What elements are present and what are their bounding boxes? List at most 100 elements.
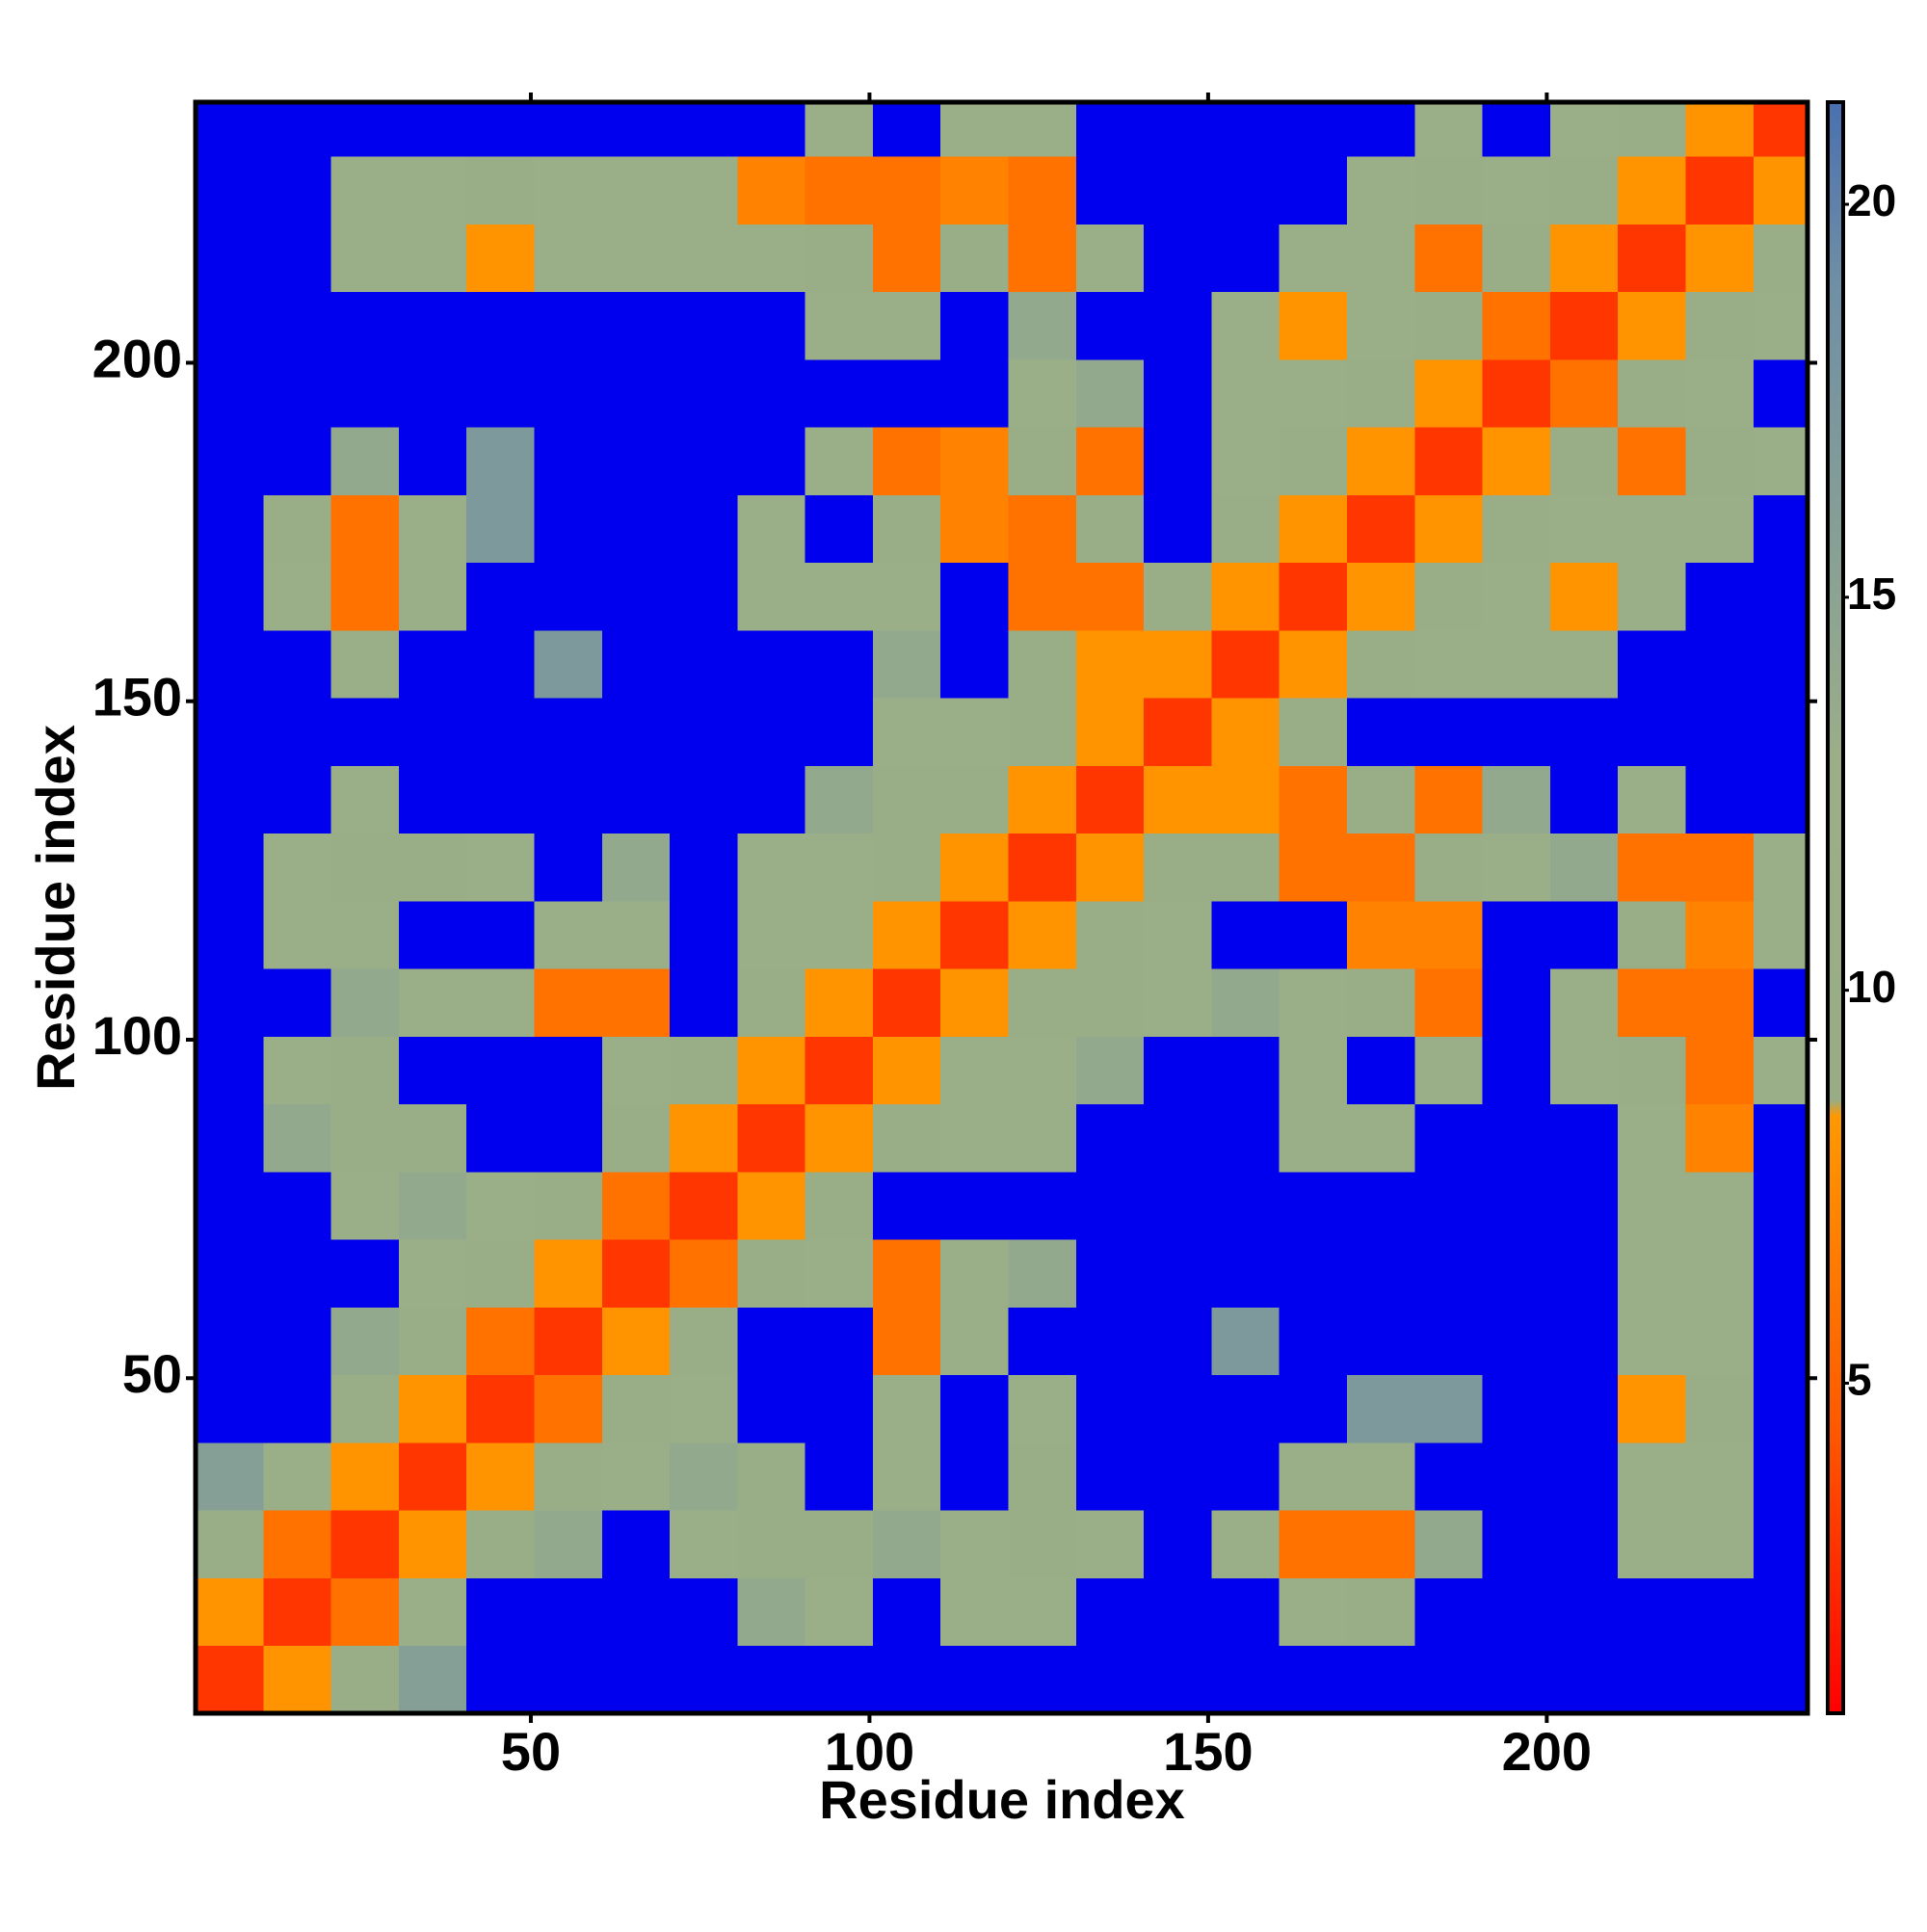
- heatmap-cell: [601, 102, 671, 157]
- heatmap-cell: [1753, 291, 1808, 360]
- heatmap-cell: [1753, 1171, 1808, 1240]
- heatmap-cell: [1549, 1036, 1619, 1105]
- heatmap-cell: [466, 224, 535, 293]
- heatmap-cell: [1279, 1103, 1348, 1173]
- heatmap-cell: [670, 494, 738, 564]
- heatmap-cell: [940, 224, 1010, 293]
- heatmap-cell: [1279, 629, 1348, 699]
- heatmap-cell: [1008, 358, 1077, 428]
- heatmap-cell: [872, 156, 941, 225]
- heatmap-cell: [1414, 698, 1484, 766]
- heatmap-cell: [1347, 1577, 1415, 1647]
- heatmap-cell: [1618, 968, 1686, 1037]
- heatmap-cell: [1347, 358, 1415, 428]
- heatmap-cell: [1144, 900, 1212, 969]
- heatmap-cell: [263, 900, 332, 969]
- heatmap-cell: [1211, 1036, 1280, 1105]
- heatmap-cell: [601, 1171, 671, 1240]
- heatmap-cell: [534, 1036, 603, 1105]
- heatmap-cell: [534, 427, 603, 495]
- heatmap-cell: [398, 1510, 467, 1578]
- heatmap-cell: [1482, 1442, 1551, 1511]
- y-tick-label: 100: [92, 1005, 182, 1066]
- heatmap-cell: [1414, 968, 1484, 1037]
- heatmap-cell: [1753, 1307, 1808, 1376]
- heatmap-cell: [940, 698, 1010, 766]
- heatmap-cell: [263, 224, 332, 293]
- heatmap-cell: [601, 1645, 671, 1714]
- heatmap-cell: [1075, 102, 1145, 157]
- heatmap-cell: [1144, 765, 1212, 834]
- heatmap-cell: [330, 833, 400, 902]
- heatmap-cell: [1008, 1036, 1077, 1105]
- heatmap-cell: [872, 765, 941, 834]
- heatmap-cell: [534, 156, 603, 225]
- heatmap-cell: [1618, 1577, 1686, 1647]
- heatmap-cell: [466, 1239, 535, 1308]
- heatmap-cell: [263, 1510, 332, 1578]
- x-tick-label: 50: [501, 1721, 561, 1782]
- heatmap-cell: [872, 1510, 941, 1578]
- heatmap-cell: [1685, 900, 1755, 969]
- heatmap-cell: [1549, 1510, 1619, 1578]
- heatmap-cell: [534, 562, 603, 631]
- heatmap-cell: [466, 1645, 535, 1714]
- heatmap-cell: [534, 1510, 603, 1578]
- heatmap-cell: [1279, 156, 1348, 225]
- heatmap-cell: [1144, 1577, 1212, 1647]
- heatmap-cell: [196, 900, 264, 969]
- heatmap-cell: [805, 427, 874, 495]
- heatmap-cell: [1753, 1577, 1808, 1647]
- heatmap-cell: [330, 698, 400, 766]
- heatmap-cell: [330, 1307, 400, 1376]
- heatmap-cell: [263, 833, 332, 902]
- heatmap-cell: [1618, 102, 1686, 157]
- heatmap-cell: [1549, 698, 1619, 766]
- heatmap-cell: [466, 1577, 535, 1647]
- heatmap-cell: [1075, 1171, 1145, 1240]
- heatmap-cell: [466, 562, 535, 631]
- heatmap-cell: [1753, 1036, 1808, 1105]
- heatmap-cell: [534, 494, 603, 564]
- heatmap-cell: [1618, 1442, 1686, 1511]
- heatmap-cell: [737, 1645, 806, 1714]
- heatmap-cell: [805, 494, 874, 564]
- heatmap-cell: [601, 291, 671, 360]
- heatmap-cell: [1144, 1374, 1212, 1443]
- heatmap-cell: [1211, 698, 1280, 766]
- heatmap-cell: [670, 358, 738, 428]
- heatmap-cell: [872, 1103, 941, 1173]
- heatmap-cell: [737, 900, 806, 969]
- heatmap-cell: [1075, 1442, 1145, 1511]
- heatmap-cell: [1211, 900, 1280, 969]
- heatmap-cell: [1279, 698, 1348, 766]
- heatmap-cell: [1414, 1645, 1484, 1714]
- heatmap-cell: [1211, 102, 1280, 157]
- heatmap-cell: [737, 1103, 806, 1173]
- heatmap-cell: [1279, 900, 1348, 969]
- heatmap-cell: [1279, 1171, 1348, 1240]
- heatmap-cell: [940, 562, 1010, 631]
- heatmap-cell: [1482, 1239, 1551, 1308]
- heatmap-cell: [196, 1103, 264, 1173]
- heatmap-cell: [1618, 224, 1686, 293]
- heatmap-cell: [601, 1239, 671, 1308]
- heatmap-cell: [1414, 358, 1484, 428]
- heatmap-cell: [1279, 1577, 1348, 1647]
- heatmap-cell: [398, 1374, 467, 1443]
- heatmap-cell: [196, 833, 264, 902]
- heatmap-cell: [940, 291, 1010, 360]
- heatmap-cell: [1075, 698, 1145, 766]
- heatmap-cell: [940, 156, 1010, 225]
- heatmap-cell: [534, 629, 603, 699]
- heatmap-cell: [1144, 968, 1212, 1037]
- heatmap-cell: [1144, 1171, 1212, 1240]
- heatmap-cell: [1279, 291, 1348, 360]
- heatmap-cell: [1618, 1510, 1686, 1578]
- heatmap-cell: [398, 156, 467, 225]
- heatmap-cell: [534, 1103, 603, 1173]
- heatmap-cell: [1685, 224, 1755, 293]
- heatmap-cell: [1211, 1374, 1280, 1443]
- heatmap-cell: [1075, 1103, 1145, 1173]
- heatmap-cell: [196, 765, 264, 834]
